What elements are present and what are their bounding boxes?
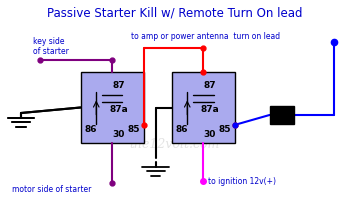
Bar [172,72,234,143]
Bar [80,72,144,143]
Text: to ignition 12v(+): to ignition 12v(+) [208,176,276,186]
Text: 87a: 87a [201,105,219,114]
Text: to amp or power antenna  turn on lead: to amp or power antenna turn on lead [131,32,280,41]
Text: 86: 86 [84,126,97,134]
Text: motor side of starter: motor side of starter [12,185,92,194]
Text: 30: 30 [204,130,216,139]
Text: 30: 30 [113,130,125,139]
Text: 85: 85 [127,126,140,134]
Text: Passive Starter Kill w/ Remote Turn On lead: Passive Starter Kill w/ Remote Turn On l… [47,7,303,20]
Text: 85: 85 [218,126,231,134]
Text: 87: 87 [113,81,125,90]
Text: 86: 86 [175,126,188,134]
Text: key side
of starter: key side of starter [33,37,69,56]
Text: the12volt.com: the12volt.com [130,138,220,150]
Text: 87a: 87a [110,105,128,114]
Bar [270,106,294,124]
Text: 87: 87 [204,81,216,90]
